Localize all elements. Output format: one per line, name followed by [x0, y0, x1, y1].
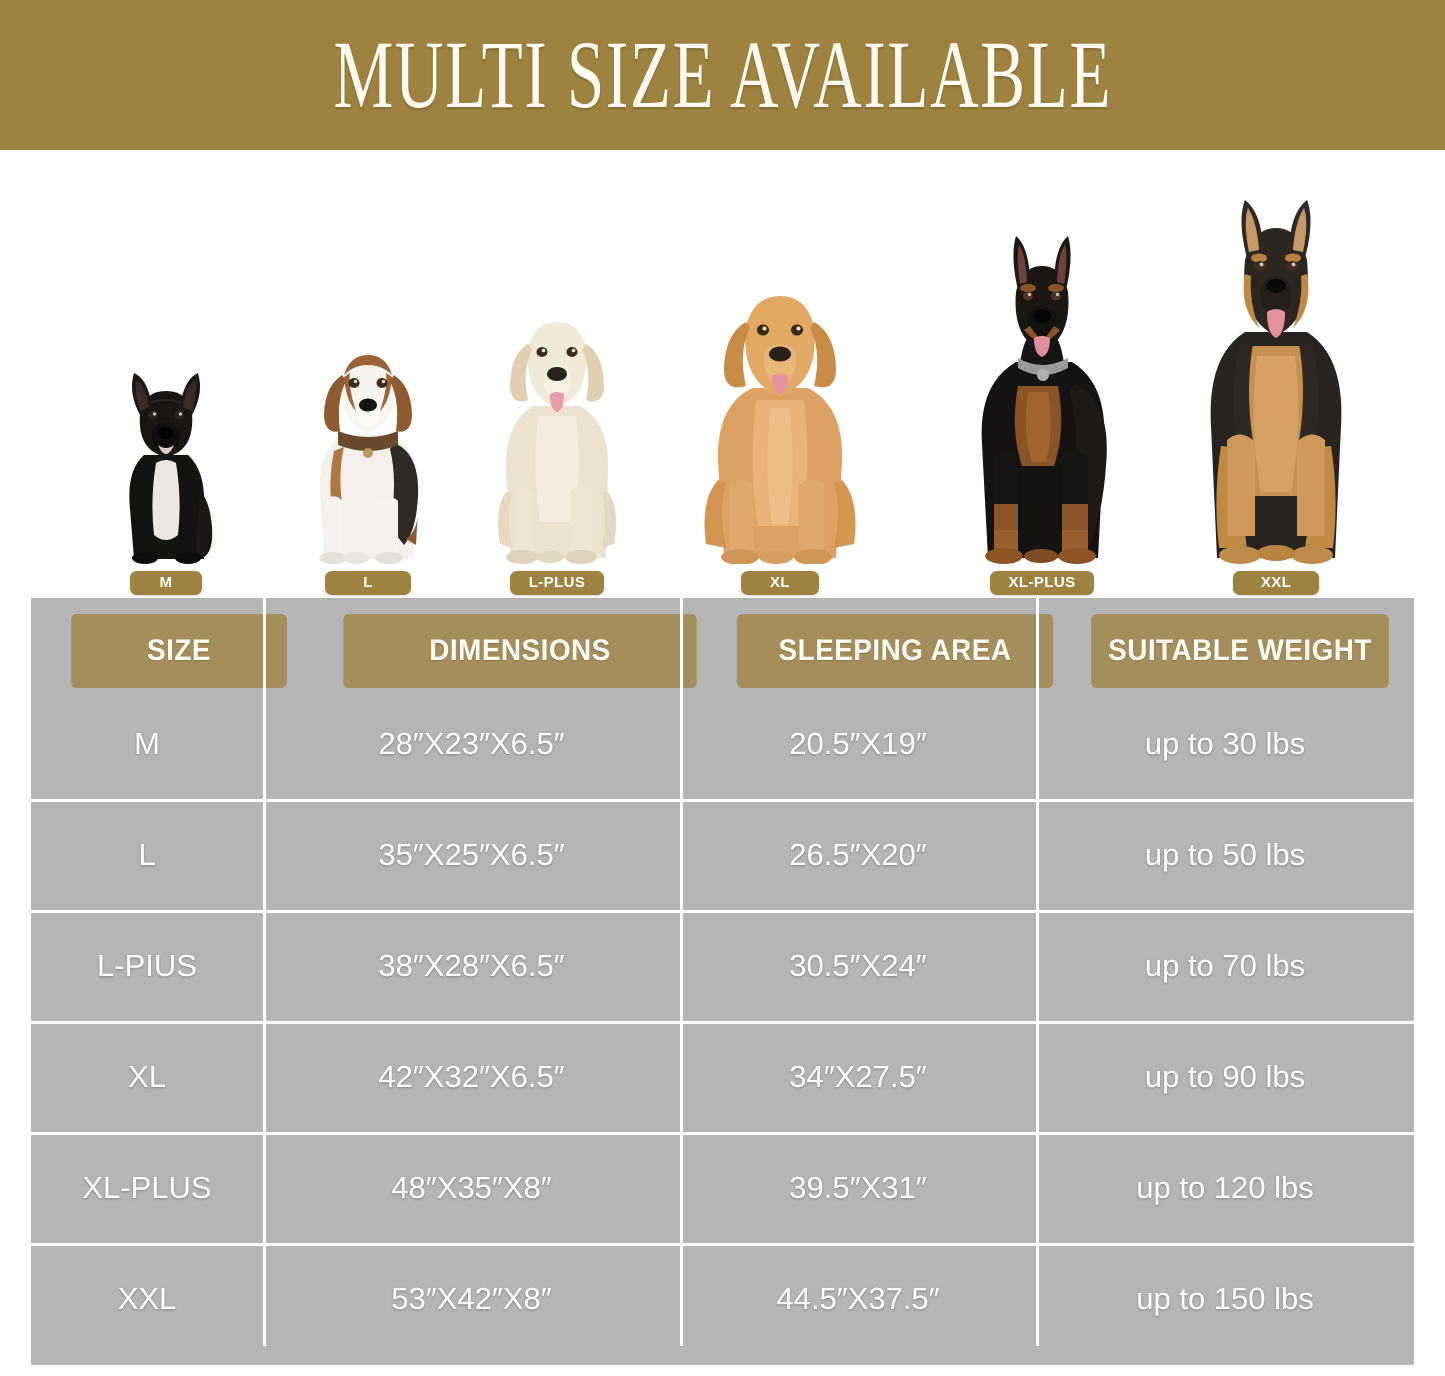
column-header-dimensions: DIMENSIONS	[343, 614, 697, 688]
column-divider-3	[1036, 598, 1039, 1346]
table-header-row: SIZE DIMENSIONS SLEEPING AREA SUITABLE W…	[31, 614, 1414, 688]
dog-slot-xl: XL	[690, 268, 870, 595]
cell-dimensions: 35″X25″X6.5″	[378, 836, 565, 872]
table-row: L-PIUS 38″X28″X6.5″ 30.5″X24″ up to 70 l…	[31, 910, 1414, 1021]
table-body: M 28″X23″X6.5″ 20.5″X19″ up to 30 lbs L …	[31, 688, 1414, 1354]
dog-slot-l-plus: L-PLUS	[482, 296, 632, 595]
german-shepherd-illustration	[1210, 200, 1342, 564]
table-row: XL-PLUS 48″X35″X8″ 39.5″X31″ up to 120 l…	[31, 1132, 1414, 1243]
size-pill-xl-plus: XL-PLUS	[990, 571, 1094, 595]
cell-sleeping-area: 20.5″X19″	[789, 725, 927, 761]
column-header-size: SIZE	[71, 614, 287, 688]
cell-sleeping-area: 44.5″X37.5″	[776, 1280, 940, 1316]
cell-sleeping-area: 39.5″X31″	[789, 1169, 927, 1205]
cell-sleeping-area: 34″X27.5″	[789, 1058, 927, 1094]
doberman-illustration	[981, 236, 1107, 564]
table-row: M 28″X23″X6.5″ 20.5″X19″ up to 30 lbs	[31, 688, 1414, 799]
size-pill-xxl: XXL	[1233, 571, 1319, 595]
column-divider-1	[263, 598, 266, 1346]
column-header-suitable-weight: SUITABLE WEIGHT	[1091, 614, 1389, 688]
dog-slot-m: M	[104, 359, 228, 595]
dog-slot-xxl: XXL	[1183, 196, 1369, 595]
cell-size: M	[134, 725, 160, 761]
cell-dimensions: 48″X35″X8″	[391, 1169, 552, 1205]
size-pill-l-plus: L-PLUS	[510, 571, 604, 595]
cell-sleeping-area: 26.5″X20″	[789, 836, 927, 872]
cell-suitable-weight: up to 50 lbs	[1144, 836, 1306, 872]
cell-size: XXL	[117, 1280, 177, 1316]
column-divider-2	[680, 598, 683, 1346]
dog-slot-l: L	[294, 331, 442, 595]
cell-size: L	[138, 836, 156, 872]
golden-retriever-illustration	[704, 296, 856, 564]
table-row: L 35″X25″X6.5″ 26.5″X20″ up to 50 lbs	[31, 799, 1414, 910]
column-header-sleeping-area: SLEEPING AREA	[736, 614, 1054, 688]
cell-dimensions: 53″X42″X8″	[391, 1280, 552, 1316]
cell-suitable-weight: up to 150 lbs	[1136, 1280, 1314, 1316]
cell-suitable-weight: up to 120 lbs	[1136, 1169, 1314, 1205]
cell-size: XL-PLUS	[82, 1169, 212, 1205]
size-pill-m: M	[130, 571, 202, 595]
cell-suitable-weight: up to 70 lbs	[1144, 947, 1306, 983]
size-pill-l: L	[325, 571, 411, 595]
cell-suitable-weight: up to 30 lbs	[1144, 725, 1306, 761]
beagle-illustration	[319, 355, 419, 564]
dog-slot-xl-plus: XL-PLUS	[950, 234, 1134, 595]
cell-dimensions: 42″X32″X6.5″	[378, 1058, 565, 1094]
size-pill-xl: XL	[741, 571, 819, 595]
cell-size: L-PIUS	[97, 947, 197, 983]
cell-size: XL	[128, 1058, 166, 1094]
table-row: XL 42″X32″X6.5″ 34″X27.5″ up to 90 lbs	[31, 1021, 1414, 1132]
header-banner: MULTI SIZE AVAILABLE	[0, 0, 1445, 150]
page-title: MULTI SIZE AVAILABLE	[333, 20, 1112, 129]
cell-suitable-weight: up to 90 lbs	[1144, 1058, 1306, 1094]
french-bulldog-illustration	[129, 373, 213, 564]
table-row: XXL 53″X42″X8″ 44.5″X37.5″ up to 150 lbs	[31, 1243, 1414, 1354]
cell-dimensions: 28″X23″X6.5″	[378, 725, 565, 761]
cell-sleeping-area: 30.5″X24″	[789, 947, 927, 983]
size-table: SIZE DIMENSIONS SLEEPING AREA SUITABLE W…	[31, 598, 1414, 1365]
golden-retriever-cream-illustration	[498, 322, 616, 564]
cell-dimensions: 38″X28″X6.5″	[378, 947, 565, 983]
dog-size-comparison: M	[0, 150, 1445, 595]
